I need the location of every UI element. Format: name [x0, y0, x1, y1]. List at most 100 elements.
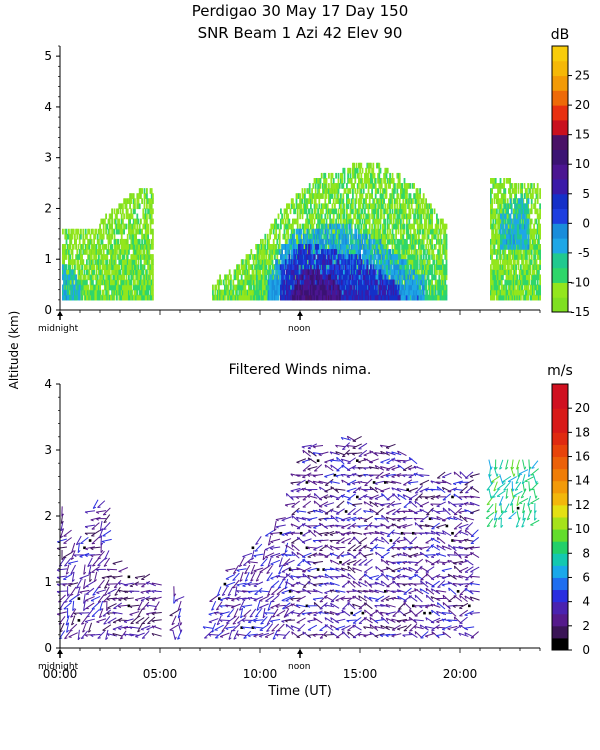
snr-cell — [413, 233, 415, 240]
snr-cell — [277, 284, 280, 291]
snr-cell — [108, 264, 111, 270]
snr-cell — [129, 193, 131, 199]
snr-cell — [72, 279, 75, 286]
snr-cell — [75, 289, 77, 296]
snr-cell — [83, 284, 86, 291]
snr-cell — [407, 249, 409, 255]
snr-cell — [382, 244, 384, 250]
snr-cell — [281, 249, 283, 255]
snr-cell — [329, 218, 331, 225]
snr-cell — [424, 208, 426, 215]
snr-cell — [271, 249, 274, 255]
snr-cell — [361, 238, 364, 245]
snr-cell — [243, 269, 245, 276]
snr-cell — [386, 238, 389, 245]
snr-cell — [406, 233, 408, 240]
snr-cell — [352, 254, 354, 260]
snr-cell — [317, 233, 319, 240]
snr-cell — [382, 264, 384, 270]
snr-cell — [401, 213, 403, 220]
snr-cell — [292, 254, 294, 260]
snr-cell — [371, 228, 373, 235]
snr-cell — [377, 264, 379, 270]
snr-cell — [445, 254, 448, 260]
snr-cell — [414, 264, 417, 270]
snr-cell — [274, 274, 276, 281]
snr-cell — [270, 289, 273, 296]
snr-cell — [240, 294, 243, 301]
snr-cell — [240, 264, 243, 270]
snr-cell — [152, 208, 154, 215]
snr-cell — [385, 183, 388, 189]
snr-cell — [336, 223, 339, 230]
snr-cell — [358, 254, 360, 260]
snr-cell — [276, 279, 279, 286]
snr-cell — [370, 238, 372, 245]
snr-cell — [132, 254, 135, 260]
snr-cell — [362, 203, 365, 210]
snr-cell — [325, 223, 328, 230]
snr-cell — [302, 233, 305, 240]
snr-cell — [81, 269, 83, 276]
snr-cell — [70, 233, 73, 240]
snr-cell — [430, 244, 432, 250]
snr-cell — [326, 233, 329, 240]
snr-cell — [141, 188, 143, 194]
snr-cell — [444, 269, 447, 276]
snr-cell — [146, 269, 148, 276]
snr-cell — [231, 294, 233, 301]
snr-cell — [120, 238, 123, 245]
snr-cell — [116, 228, 118, 235]
snr-cell — [284, 238, 287, 245]
snr-cell — [118, 289, 121, 296]
snr-cell — [318, 213, 321, 220]
snr-cell — [322, 188, 324, 194]
snr-cell — [415, 254, 418, 260]
snr-cell — [422, 254, 425, 260]
snr-cell — [336, 188, 339, 194]
snr-cell — [144, 208, 147, 215]
snr-cell — [350, 218, 353, 225]
snr-cell — [444, 284, 447, 291]
snr-cell — [252, 294, 255, 301]
snr-cell — [397, 269, 400, 276]
snr-cell — [230, 279, 232, 286]
snr-cell — [62, 264, 64, 270]
snr-cell — [402, 213, 405, 220]
snr-cell — [124, 249, 127, 255]
snr-cell — [343, 188, 346, 194]
snr-cell — [81, 294, 83, 301]
snr-cell — [142, 208, 145, 215]
snr-cell — [412, 183, 414, 189]
snr-cell — [398, 203, 401, 210]
snr-cell — [409, 244, 412, 250]
snr-cell — [372, 254, 375, 260]
snr-cell — [415, 279, 418, 286]
snr-cell — [424, 233, 426, 240]
snr-cell — [296, 238, 299, 245]
snr-cell — [266, 259, 269, 265]
snr-cell — [430, 264, 432, 270]
snr-cell — [355, 244, 358, 250]
snr-cell — [230, 274, 232, 281]
snr-cell — [426, 213, 429, 220]
snr-cell — [331, 259, 334, 265]
snr-cell — [437, 289, 439, 296]
snr-cell — [219, 294, 221, 301]
snr-cell — [106, 284, 109, 291]
snr-cell — [419, 259, 421, 265]
snr-cell — [248, 264, 250, 270]
snr-cell — [239, 294, 242, 301]
snr-cell — [138, 188, 141, 194]
snr-cell — [289, 208, 292, 215]
snr-cell — [142, 254, 145, 260]
snr-cell — [355, 198, 358, 204]
snr-cell — [136, 274, 139, 281]
snr-cell — [356, 254, 359, 260]
snr-cell — [395, 279, 397, 286]
snr-cell — [271, 269, 274, 276]
snr-cell — [403, 188, 406, 194]
snr-cell — [356, 172, 359, 179]
snr-cell — [275, 264, 277, 270]
snr-cell — [104, 218, 106, 225]
